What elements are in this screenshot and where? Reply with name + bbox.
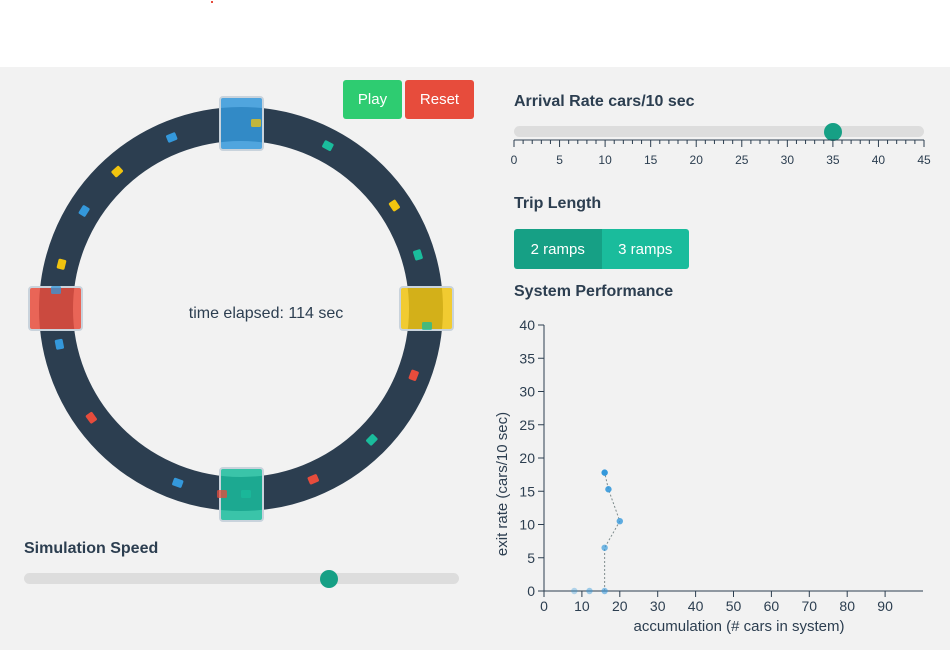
ramp-top-blue[interactable]: [219, 96, 264, 151]
reset-button[interactable]: Reset: [405, 80, 474, 119]
chart-y-tick-label: 0: [527, 583, 535, 599]
chart-x-tick-label: 60: [764, 598, 780, 614]
chart-point: [601, 469, 608, 476]
time-elapsed-text: time elapsed: 114 sec: [189, 305, 343, 322]
arrival-rate-track[interactable]: [514, 126, 924, 137]
chart-x-tick-label: 70: [802, 598, 818, 614]
trip-length-3-ramps[interactable]: 3 ramps: [601, 229, 689, 269]
ramp-car: [251, 119, 261, 127]
arrival-axis-tick-label: 35: [826, 153, 840, 167]
chart-x-tick-label: 90: [877, 598, 893, 614]
chart-y-tick-label: 20: [519, 450, 535, 466]
chart-x-tick-label: 50: [726, 598, 742, 614]
chart-y-axis-label: exit rate (cars/10 sec): [494, 412, 511, 556]
ramp-car: [422, 322, 432, 330]
arrival-axis-tick-label: 45: [917, 153, 931, 167]
car: [56, 258, 67, 270]
chart-x-tick-label: 0: [540, 598, 548, 614]
ramp-car: [51, 286, 61, 294]
trip-length-label: Trip Length: [514, 195, 602, 212]
car: [366, 434, 378, 446]
car: [322, 140, 334, 152]
arrival-axis-tick-label: 15: [644, 153, 658, 167]
arrival-axis-tick-label: 10: [598, 153, 612, 167]
car: [111, 165, 123, 178]
arrival-rate-axis: 0 5 10 15 20 25 30 35 40 45: [511, 139, 931, 167]
arrival-rate-thumb[interactable]: [823, 123, 842, 141]
stray-dot: [211, 1, 213, 3]
arrival-axis-tick-label: 40: [872, 153, 886, 167]
chart-point: [586, 587, 593, 595]
chart-y-tick-label: 5: [527, 550, 535, 566]
play-button[interactable]: Play: [343, 80, 402, 119]
chart-x-tick-label: 30: [650, 598, 666, 614]
chart-y-tick-label: 35: [519, 350, 535, 366]
car: [408, 369, 419, 381]
car: [413, 249, 423, 261]
arrival-rate-label: Arrival Rate cars/10 sec: [514, 93, 695, 110]
chart-x-tick-label: 40: [688, 598, 704, 614]
simulation-speed-thumb[interactable]: [319, 570, 338, 588]
arrival-axis-tick-label: 5: [556, 153, 563, 167]
arrival-axis-tick-label: 20: [690, 153, 704, 167]
car: [172, 477, 184, 488]
chart-y-tick-label: 30: [519, 384, 535, 400]
chart-y-tick-label: 40: [519, 317, 535, 333]
system-performance-label: System Performance: [514, 283, 674, 300]
ramp-car: [241, 490, 251, 498]
chart-point: [601, 587, 608, 595]
chart-x-tick-label: 20: [612, 598, 628, 614]
ring-road-view: time elapsed: 114 sec: [28, 96, 454, 522]
trip-length-2-ramps[interactable]: 2 ramps: [514, 229, 602, 269]
car: [54, 338, 65, 350]
simulation-speed-track[interactable]: [24, 573, 459, 584]
chart-point: [605, 486, 612, 493]
car: [85, 411, 97, 424]
chart-y-tick-label: 10: [519, 517, 535, 533]
car: [166, 132, 178, 143]
arrival-axis-tick-label: 0: [511, 153, 518, 167]
system-performance-chart: exit rate (cars/10 sec) accumulation (# …: [494, 317, 923, 635]
simulation-panel: [0, 67, 950, 650]
chart-point: [616, 517, 623, 525]
car: [388, 199, 400, 212]
chart-point: [571, 587, 578, 595]
car: [78, 205, 90, 217]
arrival-axis-tick-label: 30: [781, 153, 795, 167]
chart-x-tick-label: 10: [574, 598, 590, 614]
chart-y-tick-label: 15: [519, 483, 535, 499]
arrival-axis-tick-label: 25: [735, 153, 749, 167]
ramp-car: [217, 490, 227, 498]
chart-x-axis-label: accumulation (# cars in system): [634, 618, 845, 635]
car: [307, 474, 319, 485]
trip-length-toggle: 2 ramps 3 ramps: [514, 229, 689, 269]
chart-y-tick-label: 25: [519, 417, 535, 433]
top-bar: [0, 0, 950, 67]
chart-point: [601, 544, 608, 551]
simulation-speed-label: Simulation Speed: [24, 540, 159, 557]
chart-x-tick-label: 80: [839, 598, 855, 614]
